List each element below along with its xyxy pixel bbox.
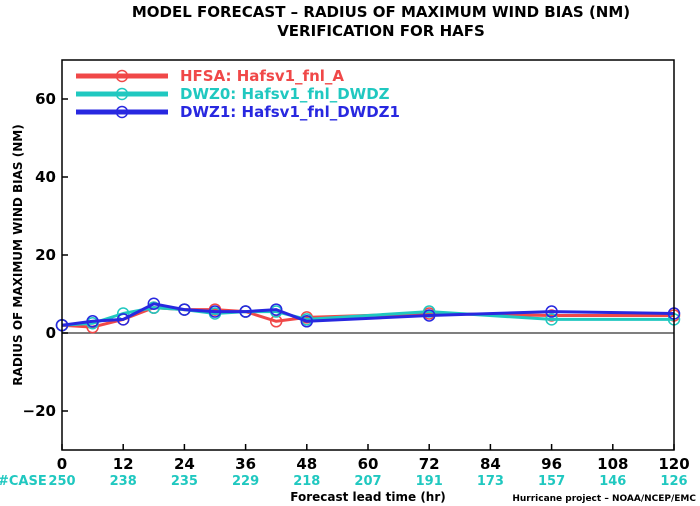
case-count: 173	[477, 474, 504, 489]
legend-marker	[115, 87, 129, 101]
y-tick-label: 20	[35, 246, 56, 264]
series-layer	[55, 297, 681, 334]
legend-label: DWZ0: Hafsv1_fnl_DWDZ	[180, 85, 390, 103]
data-point	[422, 305, 436, 318]
legend-marker	[115, 105, 129, 119]
case-count: 191	[416, 474, 443, 489]
chart-title: MODEL FORECAST – RADIUS OF MAXIMUM WIND …	[132, 3, 630, 21]
x-tick-label: 72	[419, 455, 440, 473]
y-tick-label: 40	[35, 168, 56, 186]
data-point	[239, 305, 252, 318]
data-point	[545, 305, 558, 318]
x-tick-label: 24	[174, 455, 195, 473]
data-point	[116, 313, 130, 326]
case-count: 250	[48, 474, 75, 489]
data-point	[300, 315, 314, 328]
case-count-label: #CASE	[0, 474, 47, 489]
credit-text: Hurricane project – NOAA/NCEP/EMC	[512, 494, 696, 504]
case-count: 229	[232, 474, 259, 489]
x-tick-label: 36	[235, 455, 256, 473]
y-axis-label: RADIUS OF MAXIMUM WIND BIAS (NM)	[11, 124, 25, 385]
x-tick-label: 48	[296, 455, 317, 473]
data-point	[147, 297, 161, 310]
case-count: 235	[171, 474, 198, 489]
case-count: 218	[293, 474, 320, 489]
data-point	[178, 303, 191, 316]
axis-layer: 0 12 24 36 48 60 72 84 96 108 120 −20 0 20 40 60 250 238 2…	[23, 90, 690, 489]
x-tick-label: 12	[113, 455, 134, 473]
case-count: 146	[599, 474, 626, 489]
case-count: 238	[110, 474, 137, 489]
data-point	[545, 309, 558, 322]
legend-label: DWZ1: Hafsv1_fnl_DWDZ1	[180, 103, 400, 121]
legend-marker	[115, 69, 129, 83]
legend-label: HFSA: Hafsv1_fnl_A	[180, 67, 344, 85]
x-tick-label: 120	[658, 455, 689, 473]
data-point	[545, 313, 558, 326]
x-tick-label: 0	[57, 455, 67, 473]
x-tick-label: 108	[597, 455, 628, 473]
case-count: 157	[538, 474, 565, 489]
y-tick-label: −20	[23, 402, 56, 420]
x-tick-label: 60	[358, 455, 379, 473]
data-point	[422, 309, 436, 322]
case-count: 207	[354, 474, 381, 489]
y-tick-label: 0	[46, 324, 56, 342]
x-tick-label: 84	[480, 455, 501, 473]
chart-subtitle: VERIFICATION FOR HAFS	[277, 22, 485, 40]
y-tick-label: 60	[35, 90, 56, 108]
data-point	[208, 305, 222, 318]
case-count: 126	[660, 474, 687, 489]
data-point	[269, 303, 283, 316]
x-axis-label: Forecast lead time (hr)	[290, 490, 446, 504]
x-tick-label: 96	[541, 455, 562, 473]
data-point	[86, 315, 99, 328]
